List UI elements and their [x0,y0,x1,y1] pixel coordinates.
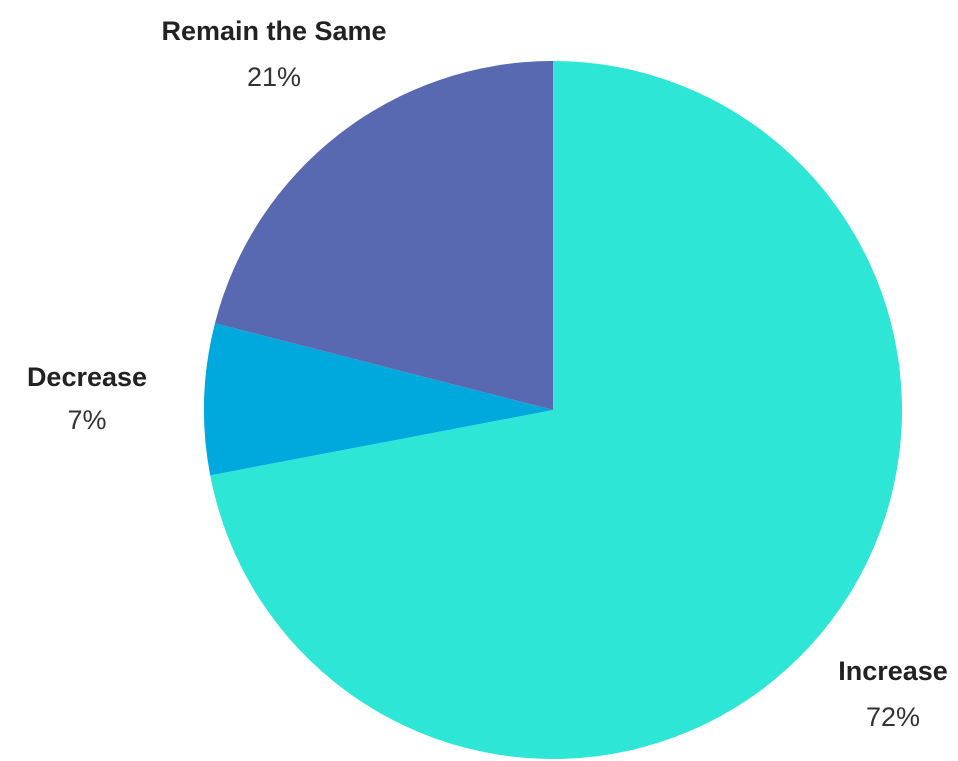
pie-slice-remain-the-same [214,61,553,410]
slice-value-increase: 72% [866,702,920,732]
slice-label-increase: Increase [838,656,948,686]
pie-slice-decrease [203,323,553,476]
slice-value-remain-the-same: 21% [247,62,301,92]
pie-slice-increase [210,61,902,759]
slice-label-decrease: Decrease [27,362,147,392]
slice-value-decrease: 7% [67,405,106,435]
slice-label-remain-the-same: Remain the Same [161,16,386,46]
pie-slices [203,61,902,759]
pie-labels: Increase 72% Decrease 7% Remain the Same… [27,16,948,732]
